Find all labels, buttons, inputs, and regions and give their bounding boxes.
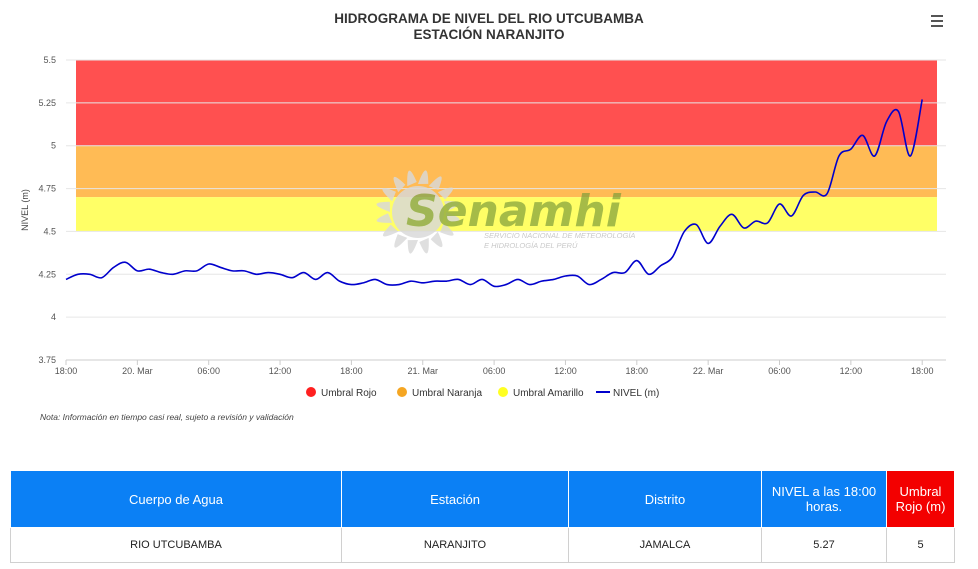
header-cuerpo-de-agua: Cuerpo de Agua <box>10 470 342 528</box>
x-tick-label: 06:00 <box>483 366 506 376</box>
legend-item[interactable]: Umbral Rojo <box>306 387 377 399</box>
sun-ray-icon <box>443 201 460 211</box>
cell-nivel: 5.27 <box>761 527 887 563</box>
legend-item[interactable]: Umbral Naranja <box>397 387 482 399</box>
y-tick-label: 5.25 <box>38 98 56 108</box>
sun-ray-icon <box>376 213 393 223</box>
header-umbral-rojo: Umbral Rojo (m) <box>886 470 955 528</box>
legend-swatch-icon <box>498 387 508 397</box>
sun-ray-icon <box>407 170 417 187</box>
cell-distrito: JAMALCA <box>568 527 762 563</box>
sun-ray-icon <box>393 176 406 193</box>
x-tick-label: 06:00 <box>768 366 791 376</box>
y-tick-label: 4 <box>51 312 56 322</box>
sun-ray-icon <box>437 187 454 200</box>
chart-menu-button[interactable] <box>926 10 948 30</box>
sun-ray-icon <box>419 237 429 254</box>
table-row: RIO UTCUBAMBA NARANJITO JAMALCA 5.27 5 <box>10 527 955 563</box>
hydrograph-chart: HIDROGRAMA DE NIVEL DEL RIO UTCUBAMBA EST… <box>20 10 948 422</box>
header-nivel: NIVEL a las 18:00 horas. <box>761 470 887 528</box>
x-tick-label: 20. Mar <box>122 366 153 376</box>
sun-ray-icon <box>394 234 408 248</box>
x-tick-label: 21. Mar <box>407 366 438 376</box>
sun-ray-icon <box>440 222 454 236</box>
x-tick-label: 18:00 <box>340 366 363 376</box>
y-tick-label: 5 <box>51 141 56 151</box>
header-estacion: Estación <box>341 470 569 528</box>
legend-swatch-icon <box>306 387 316 397</box>
station-table: Cuerpo de Agua Estación Distrito NIVEL a… <box>10 470 955 563</box>
chart-subtitle: ESTACIÓN NARANJITO <box>413 27 564 42</box>
header-distrito: Distrito <box>568 470 762 528</box>
x-tick-label: 06:00 <box>197 366 220 376</box>
x-tick-label: 12:00 <box>840 366 863 376</box>
sun-ray-icon <box>376 201 390 212</box>
sun-icon <box>392 186 444 238</box>
legend-swatch-icon <box>397 387 407 397</box>
watermark-tagline-1: SERVICIO NACIONAL DE METEOROLOGÍA <box>484 231 635 240</box>
x-tick-label: 22. Mar <box>693 366 724 376</box>
legend-label: Umbral Naranja <box>412 388 482 399</box>
watermark-tagline-2: E HIDROLOGÍA DEL PERÚ <box>484 241 578 250</box>
cell-estacion: NARANJITO <box>341 527 569 563</box>
sun-ray-icon <box>407 240 418 254</box>
series-line-nivel <box>65 99 923 288</box>
cell-umbral-rojo: 5 <box>886 527 955 563</box>
y-tick-label: 4.5 <box>43 226 56 236</box>
chart-title: HIDROGRAMA DE NIVEL DEL RIO UTCUBAMBA <box>334 11 644 26</box>
y-tick-label: 3.75 <box>38 355 56 365</box>
legend-label: Umbral Rojo <box>321 388 377 399</box>
x-tick-label: 12:00 <box>554 366 577 376</box>
chart-note: Nota: Información en tiempo casi real, s… <box>40 412 294 422</box>
y-tick-label: 4.75 <box>38 184 56 194</box>
y-axis-title: NIVEL (m) <box>20 189 30 231</box>
x-tick-label: 18:00 <box>626 366 649 376</box>
cell-cuerpo-de-agua: RIO UTCUBAMBA <box>10 527 342 563</box>
hamburger-menu-icon <box>931 15 943 17</box>
chart-svg: HIDROGRAMA DE NIVEL DEL RIO UTCUBAMBAEST… <box>20 11 946 399</box>
sun-ray-icon <box>382 224 399 237</box>
sun-ray-icon <box>446 212 460 223</box>
sun-ray-icon <box>418 170 429 184</box>
table-header-row: Cuerpo de Agua Estación Distrito NIVEL a… <box>10 470 955 528</box>
watermark-wordmark: Senamhi <box>406 186 622 237</box>
x-tick-label: 18:00 <box>911 366 934 376</box>
sun-ray-icon <box>428 176 442 190</box>
legend-label: NIVEL (m) <box>613 388 659 399</box>
y-tick-label: 4.25 <box>38 269 56 279</box>
legend-item[interactable]: Umbral Amarillo <box>498 387 584 399</box>
y-tick-label: 5.5 <box>43 55 56 65</box>
x-tick-label: 12:00 <box>269 366 292 376</box>
x-tick-label: 18:00 <box>55 366 78 376</box>
legend-label: Umbral Amarillo <box>513 388 584 399</box>
sun-ray-icon <box>382 188 396 202</box>
legend-item[interactable]: NIVEL (m) <box>596 388 659 399</box>
sun-ray-icon <box>430 231 443 248</box>
